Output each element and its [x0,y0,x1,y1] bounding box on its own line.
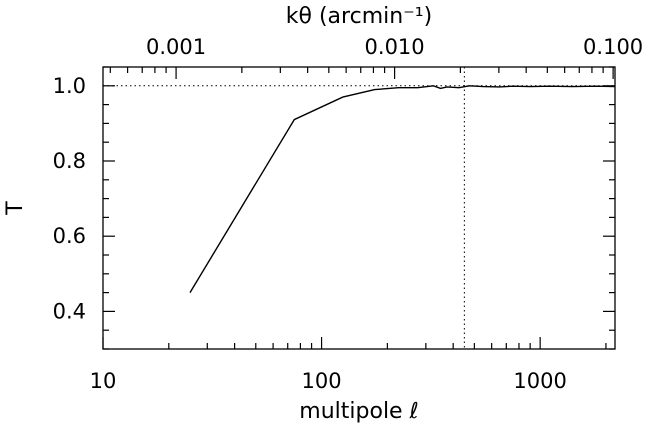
top-tick-label: 0.010 [365,35,425,59]
plot-frame [102,66,616,350]
series-group [189,85,616,293]
tick-labels: 10 100 1000 0.4 0.6 0.8 1.0 0.001 0.010 0.100 [53,35,644,393]
reference-lines [103,67,615,349]
x-tick-label: 100 [302,369,342,393]
series-line [189,85,616,293]
top-axis-title: kθ (arcmin⁻¹) [286,4,432,29]
y-tick-label: 0.8 [53,149,86,173]
x-tick-label: 10 [90,369,117,393]
x-tick-label: 1000 [513,369,566,393]
y-tick-label: 0.4 [53,299,86,323]
y-tick-label: 1.0 [53,74,86,98]
x-axis-title: multipole ℓ [299,399,418,424]
y-tick-label: 0.6 [53,224,86,248]
top-tick-label: 0.100 [583,35,643,59]
y-axis-title: T [3,201,28,216]
top-tick-label: 0.001 [146,35,206,59]
tick-marks [102,66,615,350]
